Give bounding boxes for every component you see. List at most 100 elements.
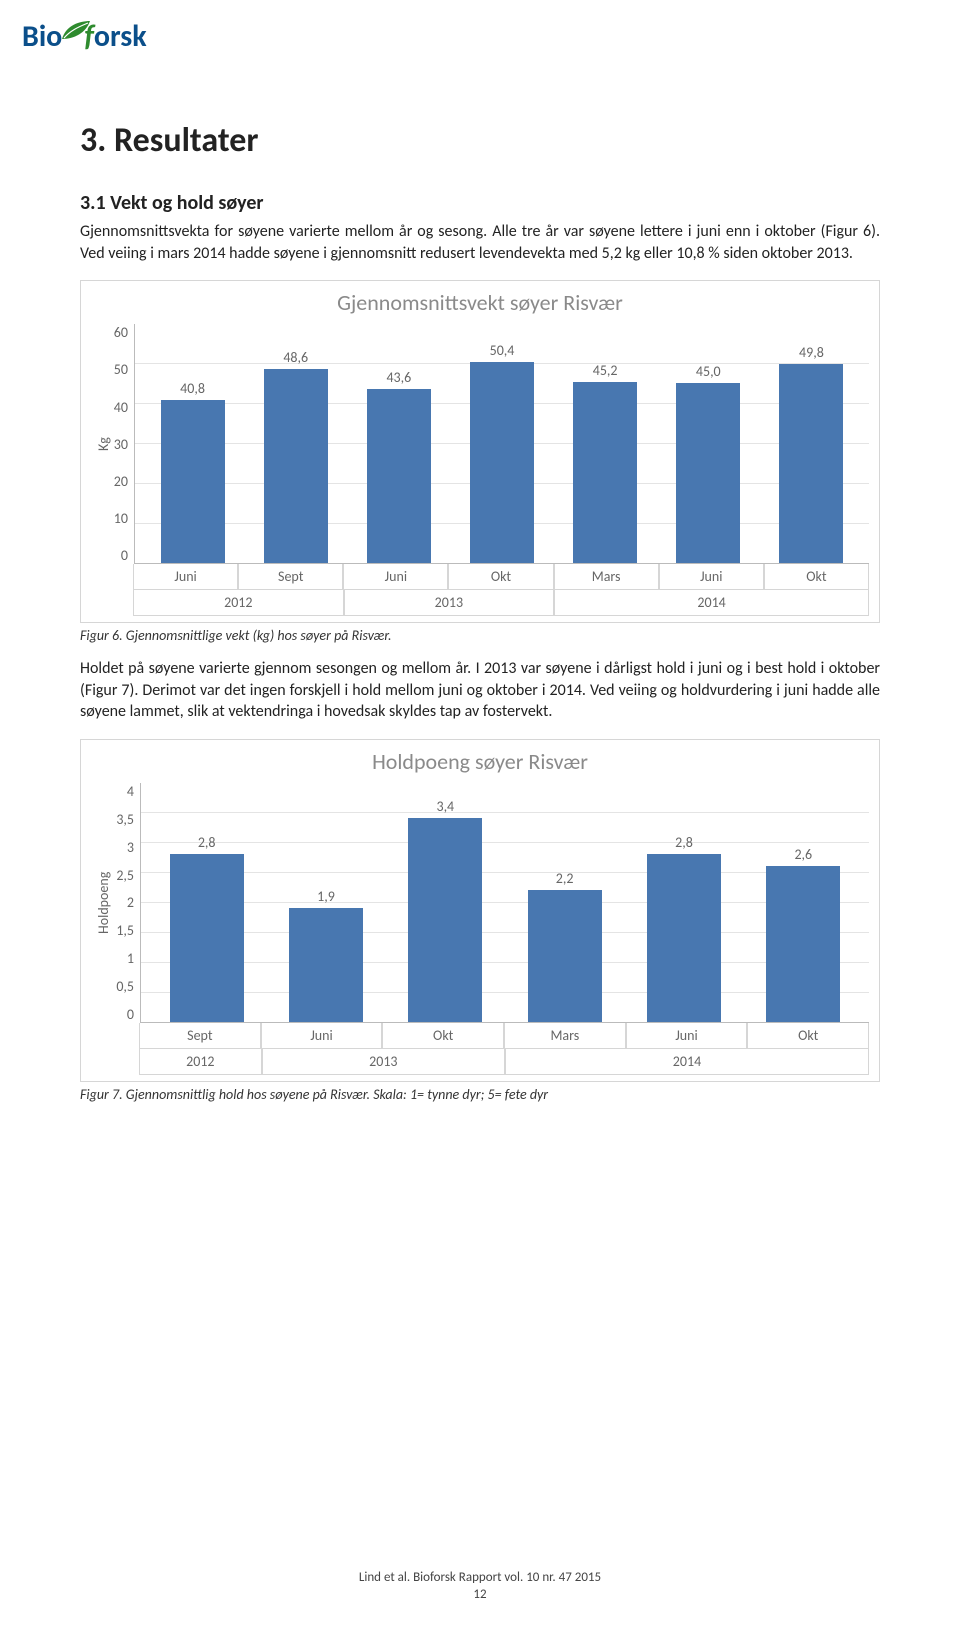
bar-slot: 2,8 xyxy=(624,783,743,1022)
bar-slot: 45,0 xyxy=(657,324,760,563)
x-year-group: 2014 xyxy=(505,1049,869,1075)
x-year-group: 2014 xyxy=(554,590,869,616)
bar-value-label: 40,8 xyxy=(180,380,205,397)
bar-value-label: 2,8 xyxy=(675,834,693,851)
bar-value-label: 43,6 xyxy=(386,369,411,386)
x-category: Mars xyxy=(504,1023,626,1049)
bar xyxy=(161,400,225,563)
bar-slot: 2,8 xyxy=(147,783,266,1022)
logo-right: orsk xyxy=(94,18,147,55)
bar xyxy=(779,364,843,563)
chart-weight-plot: 40,8 48,6 43,6 50,4 45,2 45,0 49,8 xyxy=(134,324,869,564)
y-tick: 0,5 xyxy=(116,978,134,995)
bar xyxy=(367,389,431,563)
bar-slot: 40,8 xyxy=(141,324,244,563)
chart-hold-plot: 2,8 1,9 3,4 2,2 2,8 2,6 xyxy=(140,783,869,1023)
x-category: Juni xyxy=(133,564,238,590)
chart-weight-yticks: 6050403020100 xyxy=(112,324,134,564)
chart-weight: Gjennomsnittsvekt søyer Risvær Kg 60 50 40… xyxy=(80,280,880,623)
x-year-group: 2012 xyxy=(139,1049,262,1075)
x-category: Juni xyxy=(343,564,448,590)
y-tick: 40 xyxy=(114,399,128,416)
paragraph-2: Holdet på søyene varierte gjennom sesong… xyxy=(80,658,880,723)
page-footer: Lind et al. Bioforsk Rapport vol. 10 nr.… xyxy=(0,1570,960,1602)
bar-value-label: 48,6 xyxy=(283,349,308,366)
x-category: Sept xyxy=(238,564,343,590)
subsection-title: 3.1 Vekt og hold søyer xyxy=(80,191,880,215)
bar xyxy=(528,890,602,1022)
bar-slot: 48,6 xyxy=(244,324,347,563)
bar-slot: 1,9 xyxy=(266,783,385,1022)
bar-slot: 45,2 xyxy=(554,324,657,563)
y-tick: 2,5 xyxy=(116,867,134,884)
paragraph-1: Gjennomsnittsvekta for søyene varierte m… xyxy=(80,221,880,264)
figure6-caption: Figur 6. Gjennomsnittlige vekt (kg) hos … xyxy=(80,627,880,644)
x-category: Okt xyxy=(747,1023,869,1049)
chart-hold-yticks: 4 3,5 3 2,5 2 1,5 1 0,5 0 xyxy=(112,783,140,1023)
bar-value-label: 45,0 xyxy=(696,363,721,380)
x-category: Okt xyxy=(448,564,553,590)
y-tick: 20 xyxy=(114,473,128,490)
bar-slot: 3,4 xyxy=(386,783,505,1022)
bar-slot: 43,6 xyxy=(347,324,450,563)
bar-value-label: 49,8 xyxy=(799,344,824,361)
y-tick: 1,5 xyxy=(116,922,134,939)
bar xyxy=(573,382,637,563)
bar xyxy=(676,383,740,563)
x-category: Juni xyxy=(659,564,764,590)
bar xyxy=(170,854,244,1022)
x-year-group: 2013 xyxy=(262,1049,505,1075)
bar-value-label: 3,4 xyxy=(436,798,454,815)
y-tick: 50 xyxy=(114,361,128,378)
y-tick: 4 xyxy=(127,783,134,800)
y-tick: 2 xyxy=(127,894,134,911)
bar-slot: 2,6 xyxy=(744,783,863,1022)
bar xyxy=(470,362,534,564)
chart-weight-xcategories: JuniSeptJuniOktMarsJuniOkt xyxy=(133,564,869,590)
x-year-group: 2013 xyxy=(344,590,555,616)
bar-value-label: 2,8 xyxy=(198,834,216,851)
chart-hold-ylabel: Holdpoeng xyxy=(91,783,112,1023)
bar-slot: 49,8 xyxy=(760,324,863,563)
x-category: Okt xyxy=(382,1023,504,1049)
bar xyxy=(289,908,363,1022)
x-category: Okt xyxy=(764,564,869,590)
footer-page-number: 12 xyxy=(0,1587,960,1602)
bar-value-label: 2,6 xyxy=(794,846,812,863)
x-year-group: 2012 xyxy=(133,590,344,616)
chart-hold-xcategories: SeptJuniOktMarsJuniOkt xyxy=(139,1023,869,1049)
x-category: Sept xyxy=(139,1023,261,1049)
x-category: Juni xyxy=(626,1023,748,1049)
bioforsk-logo: Bio f orsk xyxy=(22,18,147,55)
bar xyxy=(264,369,328,563)
x-category: Mars xyxy=(554,564,659,590)
footer-citation: Lind et al. Bioforsk Rapport vol. 10 nr.… xyxy=(0,1570,960,1585)
chart-weight-xyears: 201220132014 xyxy=(133,590,869,616)
bar xyxy=(408,818,482,1022)
chart-weight-title: Gjennomsnittsvekt søyer Risvær xyxy=(91,289,869,316)
chart-hold: Holdpoeng søyer Risvær Holdpoeng 4 3,5 3 2,… xyxy=(80,739,880,1082)
y-tick: 0 xyxy=(121,547,128,564)
y-tick: 60 xyxy=(114,324,128,341)
bar xyxy=(766,866,840,1022)
y-tick: 0 xyxy=(127,1006,134,1023)
bar xyxy=(647,854,721,1022)
bar-slot: 2,2 xyxy=(505,783,624,1022)
chart-hold-title: Holdpoeng søyer Risvær xyxy=(91,748,869,775)
figure7-caption: Figur 7. Gjennomsnittlig hold hos søyene… xyxy=(80,1086,880,1103)
bar-value-label: 1,9 xyxy=(317,888,335,905)
chart-hold-xyears: 201220132014 xyxy=(139,1049,869,1075)
bar-slot: 50,4 xyxy=(450,324,553,563)
y-tick: 30 xyxy=(114,436,128,453)
x-category: Juni xyxy=(261,1023,383,1049)
bar-value-label: 45,2 xyxy=(593,362,618,379)
logo-f: f xyxy=(84,18,94,55)
logo-left: Bio xyxy=(22,18,62,55)
section-title: 3. Resultater xyxy=(80,120,880,161)
y-tick: 1 xyxy=(127,950,134,967)
chart-weight-ylabel: Kg xyxy=(91,324,112,564)
bar-value-label: 2,2 xyxy=(556,870,574,887)
y-tick: 3 xyxy=(127,839,134,856)
y-tick: 3,5 xyxy=(116,811,134,828)
bar-value-label: 50,4 xyxy=(490,342,515,359)
